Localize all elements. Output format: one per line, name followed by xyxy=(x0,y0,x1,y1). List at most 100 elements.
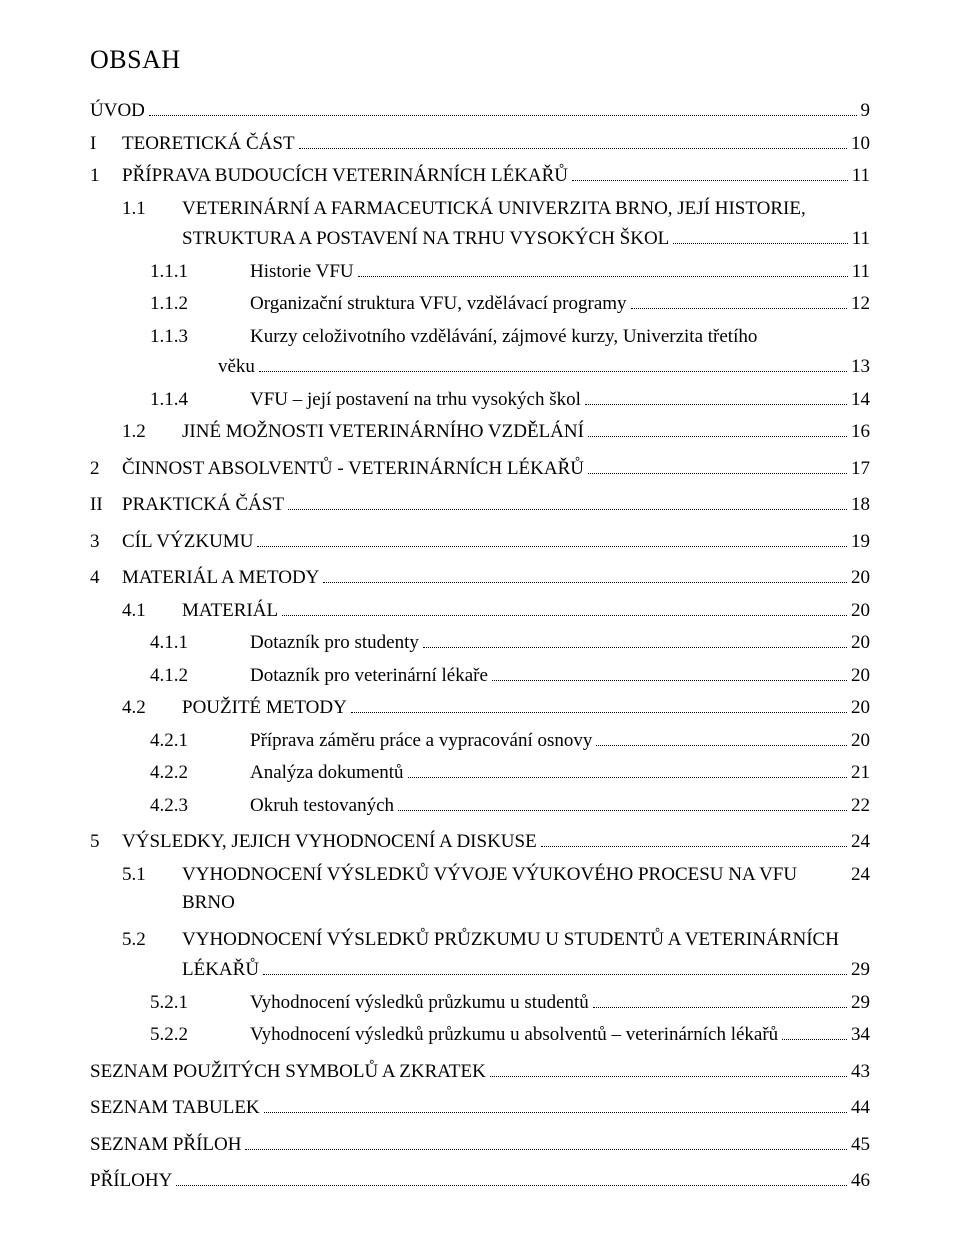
toc-leader xyxy=(492,664,847,680)
toc-page-number: 12 xyxy=(851,290,870,319)
toc-entry-text: LÉKAŘŮ xyxy=(182,956,259,985)
toc-page-number: 21 xyxy=(851,759,870,788)
toc-page-number: 20 xyxy=(851,727,870,756)
toc-entry-number: 4.1.2 xyxy=(90,662,250,691)
toc-entry: 5.1VYHODNOCENÍ VÝSLEDKŮ VÝVOJE VÝUKOVÉHO… xyxy=(90,861,870,918)
toc-entry: ÚVOD9 xyxy=(90,97,870,126)
toc-entry-text: POUŽITÉ METODY xyxy=(182,694,347,723)
toc-page-number: 10 xyxy=(851,130,870,159)
toc-entry-number: 5.2.2 xyxy=(90,1021,250,1050)
toc-leader xyxy=(358,260,848,276)
toc-leader xyxy=(245,1133,847,1149)
toc-leader xyxy=(288,494,847,510)
toc-entry-text: SEZNAM POUŽITÝCH SYMBOLŮ A ZKRATEK xyxy=(90,1058,486,1087)
toc-entry: 5.2.2Vyhodnocení výsledků průzkumu u abs… xyxy=(90,1021,870,1050)
toc-entry-number: 4.2.1 xyxy=(90,727,250,756)
toc-entry: 4.1.2Dotazník pro veterinární lékaře20 xyxy=(90,662,870,691)
toc-page-number: 43 xyxy=(851,1058,870,1087)
toc-entry-text: VFU – její postavení na trhu vysokých šk… xyxy=(250,386,581,415)
toc-entry: 1.1.1Historie VFU11 xyxy=(90,258,870,287)
toc-entry-number: 1.2 xyxy=(90,418,182,447)
toc-entry: 3CÍL VÝZKUMU19 xyxy=(90,528,870,557)
toc-leader xyxy=(176,1170,847,1186)
toc-page-number: 29 xyxy=(851,956,870,985)
toc-entry: 1PŘÍPRAVA BUDOUCÍCH VETERINÁRNÍCH LÉKAŘŮ… xyxy=(90,162,870,191)
toc-entry: 4.1MATERIÁL20 xyxy=(90,597,870,626)
toc-page-number: 16 xyxy=(851,418,870,447)
toc-entry-text: VETERINÁRNÍ A FARMACEUTICKÁ UNIVERZITA B… xyxy=(182,195,806,224)
toc-page-number: 9 xyxy=(861,97,871,126)
toc-page-number: 11 xyxy=(852,225,870,254)
toc-leader xyxy=(257,530,847,546)
toc-entry-number: 1.1.4 xyxy=(90,386,250,415)
toc-entry-continuation: LÉKAŘŮ 29 xyxy=(90,956,870,985)
toc-title: OBSAH xyxy=(90,40,870,79)
toc-leader xyxy=(593,991,847,1007)
toc-entry: 4MATERIÁL A METODY20 xyxy=(90,564,870,593)
toc-page-number: 24 xyxy=(851,861,870,890)
toc-entry-text: STRUKTURA A POSTAVENÍ NA TRHU VYSOKÝCH Š… xyxy=(182,225,669,254)
toc-entry-text: Dotazník pro veterinární lékaře xyxy=(250,662,488,691)
toc-entry-number: 1.1 xyxy=(90,195,182,224)
toc-entry-continuation: věku13 xyxy=(90,353,870,382)
toc-leader xyxy=(490,1060,847,1076)
toc-entry-number: 5.1 xyxy=(90,861,182,890)
toc-entry-text: JINÉ MOŽNOSTI VETERINÁRNÍHO VZDĚLÁNÍ xyxy=(182,418,584,447)
toc-page-number: 34 xyxy=(851,1021,870,1050)
toc-leader xyxy=(323,567,847,583)
toc-page-number: 44 xyxy=(851,1094,870,1123)
toc-page-number: 11 xyxy=(852,162,870,191)
toc-entry-text: ČINNOST ABSOLVENTŮ - VETERINÁRNÍCH LÉKAŘ… xyxy=(122,455,584,484)
toc-entry-text: SEZNAM PŘÍLOH xyxy=(90,1131,241,1160)
toc-entry-text: Organizační struktura VFU, vzdělávací pr… xyxy=(250,290,627,319)
toc-entry: 1.1VETERINÁRNÍ A FARMACEUTICKÁ UNIVERZIT… xyxy=(90,195,870,224)
toc-leader xyxy=(585,388,847,404)
toc-entry-text: TEORETICKÁ ČÁST xyxy=(122,130,295,159)
toc-entry-text: VYHODNOCENÍ VÝSLEDKŮ VÝVOJE VÝUKOVÉHO PR… xyxy=(182,861,843,918)
toc-leader xyxy=(351,697,847,713)
toc-entry-text: Vyhodnocení výsledků průzkumu u studentů xyxy=(250,989,589,1018)
toc-entry-text: Historie VFU xyxy=(250,258,354,287)
toc-entry-number: 3 xyxy=(90,528,122,557)
toc-entry-number: 4.2.2 xyxy=(90,759,250,788)
toc-entry-text: VYHODNOCENÍ VÝSLEDKŮ PRŮZKUMU U STUDENTŮ… xyxy=(182,926,839,955)
toc-entry-number: 1.1.1 xyxy=(90,258,250,287)
toc-entry-number: 1.1.3 xyxy=(90,323,250,352)
toc-page-number: 45 xyxy=(851,1131,870,1160)
toc-leader xyxy=(398,794,847,810)
toc-entry-text: Okruh testovaných xyxy=(250,792,394,821)
toc-page-number: 17 xyxy=(851,455,870,484)
toc-page-number: 20 xyxy=(851,694,870,723)
toc-leader xyxy=(596,729,847,745)
toc-page-number: 18 xyxy=(851,491,870,520)
toc-entry-number: 5.2.1 xyxy=(90,989,250,1018)
toc-entry: ITEORETICKÁ ČÁST 10 xyxy=(90,130,870,159)
toc-entry: 4.2.1Příprava záměru práce a vypracování… xyxy=(90,727,870,756)
toc-entry-text: Příprava záměru práce a vypracování osno… xyxy=(250,727,592,756)
toc-entry-text: MATERIÁL A METODY xyxy=(122,564,319,593)
toc-entry-text: PŘÍLOHY xyxy=(90,1167,172,1196)
toc-entry-text: MATERIÁL xyxy=(182,597,278,626)
toc-entry: PŘÍLOHY46 xyxy=(90,1167,870,1196)
toc-entry-number: I xyxy=(90,130,122,159)
toc-leader xyxy=(408,762,847,778)
toc-entry: 5.2VYHODNOCENÍ VÝSLEDKŮ PRŮZKUMU U STUDE… xyxy=(90,926,870,955)
toc-entry: 1.1.2Organizační struktura VFU, vzděláva… xyxy=(90,290,870,319)
toc-entry-number: 2 xyxy=(90,455,122,484)
toc-entry: SEZNAM TABULEK44 xyxy=(90,1094,870,1123)
toc-entry: SEZNAM POUŽITÝCH SYMBOLŮ A ZKRATEK 43 xyxy=(90,1058,870,1087)
toc-entry: 4.2POUŽITÉ METODY20 xyxy=(90,694,870,723)
toc-entry-text: Analýza dokumentů xyxy=(250,759,404,788)
toc-page-number: 29 xyxy=(851,989,870,1018)
toc-body: ÚVOD9 ITEORETICKÁ ČÁST 10 1PŘÍPRAVA BUDOUCÍ… xyxy=(90,97,870,1196)
toc-entry-text: Vyhodnocení výsledků průzkumu u absolven… xyxy=(250,1021,778,1050)
toc-leader xyxy=(782,1024,847,1040)
toc-entry: 1.1.4VFU – její postavení na trhu vysoký… xyxy=(90,386,870,415)
toc-page-number: 13 xyxy=(851,353,870,382)
toc-page-number: 14 xyxy=(851,386,870,415)
toc-leader xyxy=(149,100,857,116)
toc-leader xyxy=(282,599,847,615)
toc-entry-number: 1 xyxy=(90,162,122,191)
toc-entry: 4.1.1Dotazník pro studenty20 xyxy=(90,629,870,658)
toc-entry: 5.2.1Vyhodnocení výsledků průzkumu u stu… xyxy=(90,989,870,1018)
